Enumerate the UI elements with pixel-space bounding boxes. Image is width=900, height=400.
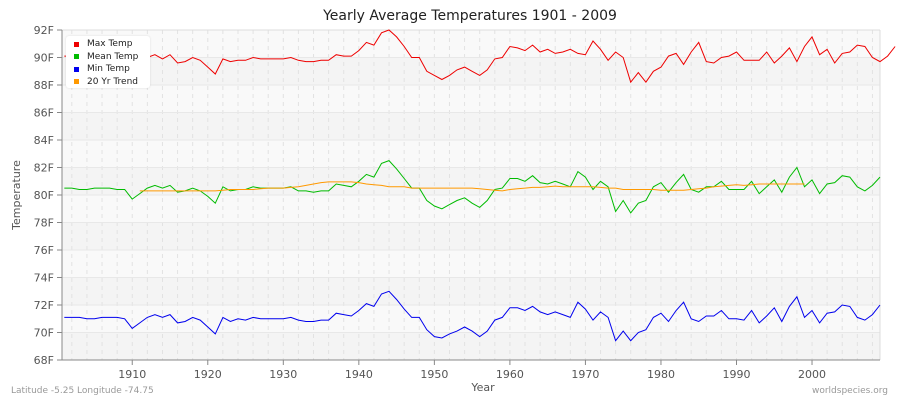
y-tick-label: 70F <box>34 327 54 340</box>
x-tick-label: 1920 <box>194 368 222 381</box>
y-tick-label: 88F <box>34 79 54 92</box>
x-tick-label: 2000 <box>798 368 826 381</box>
x-tick-label: 1940 <box>345 368 373 381</box>
x-tick-label: 1980 <box>647 368 675 381</box>
x-tick-label: 1970 <box>571 368 599 381</box>
grid-bands <box>62 30 880 360</box>
legend-item-trend: 20 Yr Trend <box>74 76 150 89</box>
max-temp-line <box>64 29 896 84</box>
credit-label: worldspecies.org <box>811 386 888 396</box>
x-tick-label: 1930 <box>269 368 297 381</box>
legend: Max Temp Mean Temp Min Temp 20 Yr Trend <box>66 36 150 88</box>
min-swatch-icon <box>74 66 79 72</box>
y-tick-label: 74F <box>34 272 54 285</box>
y-tick-label: 78F <box>34 217 54 230</box>
y-tick-label: 68F <box>34 354 54 367</box>
y-tick-label: 86F <box>34 107 54 120</box>
x-tick-label: 1950 <box>420 368 448 381</box>
y-tick-label: 84F <box>34 134 54 147</box>
20-yr-trend-line <box>139 181 805 192</box>
x-ticks: 1910 1920 1930 1940 1950 1960 1970 1980 1990 2000 <box>118 360 826 381</box>
legend-item-max: Max Temp <box>74 38 150 51</box>
y-axis-title: Temperature <box>10 160 23 231</box>
legend-item-mean: Mean Temp <box>74 51 150 64</box>
x-tick-label: 1990 <box>722 368 750 381</box>
y-tick-label: 82F <box>34 162 54 175</box>
legend-item-min: Min Temp <box>74 63 150 76</box>
location-label: Latitude -5.25 Longitude -74.75 <box>11 386 154 396</box>
x-tick-label: 1960 <box>496 368 524 381</box>
x-axis-title: Year <box>470 381 495 394</box>
trend-swatch-icon <box>74 79 79 85</box>
min-temp-line <box>64 290 881 342</box>
y-tick-label: 72F <box>34 299 54 312</box>
y-tick-label: 92F <box>34 24 54 37</box>
y-tick-label: 76F <box>34 244 54 257</box>
y-tick-label: 80F <box>34 189 54 202</box>
series-lines <box>64 29 896 342</box>
y-tick-label: 90F <box>34 52 54 65</box>
max-swatch-icon <box>74 41 79 47</box>
x-tick-label: 1910 <box>118 368 146 381</box>
y-ticks: 68F 70F 72F 74F 76F 78F 80F 82F 84F 86F 88F 90F 92F <box>34 24 62 367</box>
mean-swatch-icon <box>74 54 79 60</box>
chart-title: Yearly Average Temperatures 1901 - 2009 <box>323 8 617 24</box>
